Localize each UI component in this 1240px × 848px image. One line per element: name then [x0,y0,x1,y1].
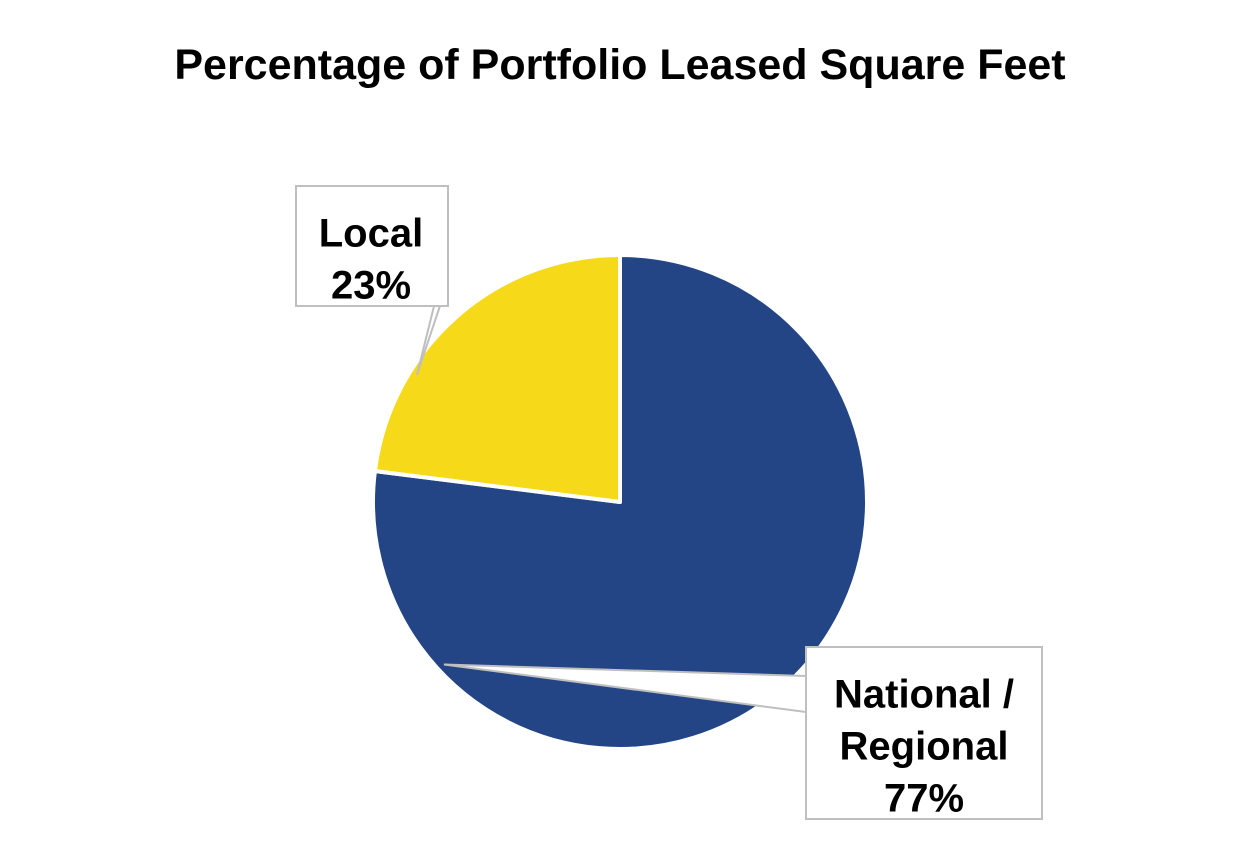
slice-category-label: Regional [840,725,1009,769]
data-label-callout-1: Local 23% [295,185,449,376]
slice-category-label: Local [319,212,423,256]
chart-title: Percentage of Portfolio Leased Square Fe… [174,41,1066,89]
callout-box [295,185,449,307]
slice-category-label: National / [834,673,1014,717]
pie-slices [371,253,869,751]
pie-slice-1 [372,253,622,504]
data-label-callout-0: National / Regional 77% [443,646,1043,821]
callout-box [805,646,1043,820]
pie-callouts: National / Regional 77% Local 23% [295,185,1043,821]
slice-value-label: 77% [884,777,964,821]
slice-value-label: 23% [331,264,411,308]
